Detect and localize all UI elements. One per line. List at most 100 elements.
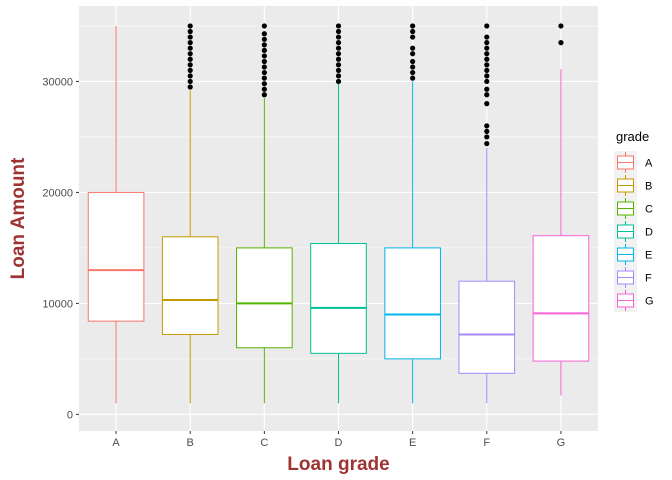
legend-item-C: C bbox=[614, 197, 653, 220]
outlier-point bbox=[484, 56, 490, 62]
outlier-point bbox=[261, 69, 267, 76]
outlier-point bbox=[410, 58, 416, 65]
x-tick-label: D bbox=[335, 437, 343, 449]
legend-label: A bbox=[645, 158, 653, 170]
outlier-point bbox=[558, 40, 564, 46]
outlier-point bbox=[484, 40, 490, 46]
outlier-point bbox=[484, 62, 490, 68]
outlier-point bbox=[558, 23, 564, 29]
y-tick-label: 20000 bbox=[42, 187, 73, 199]
outlier-point bbox=[484, 78, 490, 85]
box-iqr bbox=[236, 247, 293, 349]
outlier-point bbox=[484, 134, 490, 140]
outlier-point bbox=[335, 23, 342, 29]
outlier-point bbox=[410, 28, 416, 35]
outlier-point bbox=[335, 40, 342, 46]
x-tick-label: G bbox=[557, 437, 566, 449]
legend-label: G bbox=[645, 296, 654, 308]
outlier-point bbox=[484, 67, 490, 73]
outlier-point bbox=[335, 67, 342, 73]
outlier-point bbox=[484, 101, 490, 107]
outlier-point bbox=[261, 42, 267, 48]
x-axis-title: Loan grade bbox=[287, 454, 389, 475]
box-group-C bbox=[236, 23, 293, 404]
x-tick-label: B bbox=[187, 437, 194, 449]
outlier-point bbox=[484, 45, 490, 51]
box-group-G bbox=[532, 23, 590, 396]
outlier-point bbox=[410, 69, 416, 76]
legend-item-F: F bbox=[614, 266, 652, 289]
box-group-E bbox=[384, 23, 441, 404]
legend-label: D bbox=[645, 227, 653, 239]
x-tick-label: C bbox=[260, 437, 268, 449]
outlier-point bbox=[261, 31, 267, 37]
outlier-point bbox=[187, 45, 193, 51]
box-iqr bbox=[458, 280, 516, 374]
outlier-point bbox=[335, 28, 342, 35]
box-group-B bbox=[161, 23, 219, 404]
x-tick-label: F bbox=[483, 437, 490, 449]
box-iqr bbox=[532, 235, 590, 362]
legend-label: B bbox=[645, 181, 652, 193]
box-group-A bbox=[87, 25, 145, 404]
outlier-point bbox=[187, 23, 193, 29]
legend-label: C bbox=[645, 204, 653, 216]
legend-item-D: D bbox=[614, 220, 653, 243]
box-group-D bbox=[310, 23, 367, 404]
outlier-point bbox=[187, 78, 193, 85]
outlier-point bbox=[187, 73, 193, 79]
outlier-point bbox=[484, 86, 490, 92]
outlier-point bbox=[187, 56, 193, 62]
outlier-point bbox=[484, 92, 490, 98]
outlier-point bbox=[484, 73, 490, 79]
outlier-point bbox=[261, 75, 267, 81]
outlier-point bbox=[187, 84, 193, 90]
box-group-F bbox=[458, 23, 516, 404]
outlier-point bbox=[484, 128, 490, 134]
outlier-point bbox=[261, 64, 267, 70]
outlier-point bbox=[335, 62, 342, 68]
outlier-point bbox=[187, 28, 193, 35]
outlier-point bbox=[261, 53, 267, 59]
outlier-point bbox=[484, 123, 490, 129]
outlier-point bbox=[335, 56, 342, 62]
y-tick-label: 10000 bbox=[42, 298, 73, 310]
outlier-point bbox=[484, 34, 490, 40]
outlier-point bbox=[410, 23, 416, 29]
outlier-point bbox=[335, 73, 342, 79]
outlier-point bbox=[410, 45, 416, 51]
x-tick-label: E bbox=[409, 437, 416, 449]
box-iqr bbox=[87, 191, 145, 322]
outlier-point bbox=[261, 58, 267, 65]
outlier-point bbox=[335, 45, 342, 51]
outlier-point bbox=[261, 47, 267, 53]
outlier-point bbox=[410, 34, 416, 40]
outlier-point bbox=[187, 67, 193, 73]
outlier-point bbox=[410, 75, 416, 81]
legend-label: E bbox=[645, 250, 652, 262]
legend-label: F bbox=[645, 273, 652, 285]
y-tick-label: 30000 bbox=[42, 76, 73, 88]
y-axis-title: Loan Amount bbox=[8, 157, 29, 279]
outlier-point bbox=[335, 78, 342, 85]
legend-item-G: G bbox=[614, 289, 654, 312]
outlier-point bbox=[187, 62, 193, 68]
outlier-point bbox=[484, 140, 490, 147]
outlier-point bbox=[261, 86, 267, 92]
outlier-point bbox=[484, 51, 490, 57]
outlier-point bbox=[261, 81, 267, 87]
box-iqr bbox=[310, 242, 367, 354]
outlier-point bbox=[187, 51, 193, 57]
x-tick-label: A bbox=[112, 437, 120, 449]
legend-item-E: E bbox=[614, 243, 652, 266]
boxes bbox=[87, 23, 590, 404]
legend-item-A: A bbox=[614, 151, 653, 174]
outlier-point bbox=[261, 92, 267, 98]
legend-item-B: B bbox=[614, 174, 652, 197]
legend-title: grade bbox=[616, 129, 649, 144]
outlier-point bbox=[261, 23, 267, 29]
outlier-point bbox=[410, 64, 416, 70]
outlier-point bbox=[335, 51, 342, 57]
